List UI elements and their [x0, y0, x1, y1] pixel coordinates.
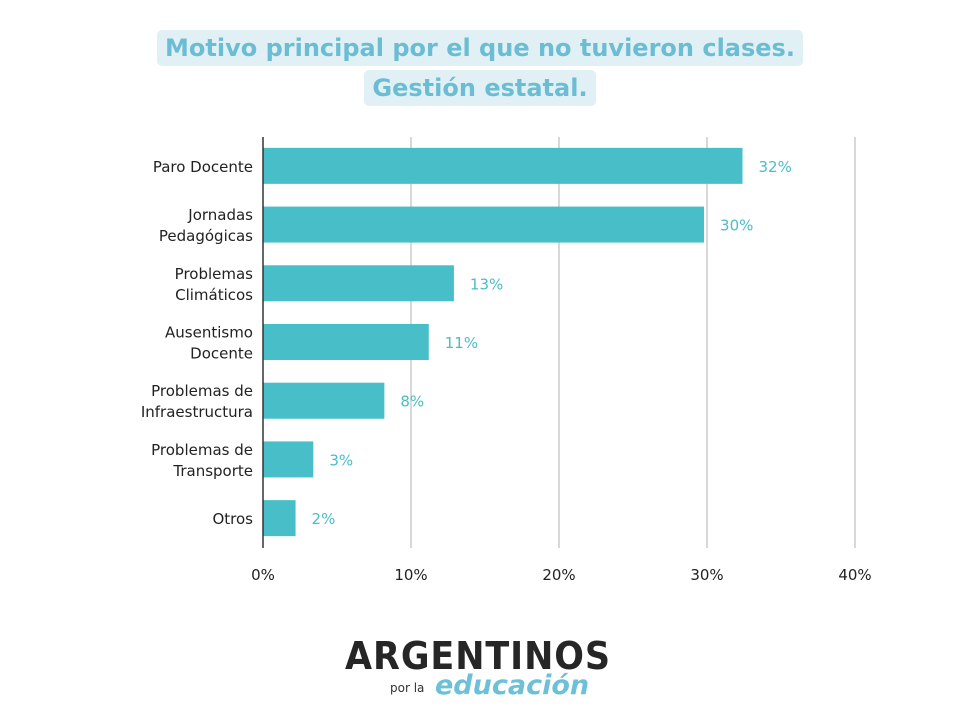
bar — [263, 206, 705, 243]
chart-title: Motivo principal por el que no tuvieron … — [157, 30, 803, 66]
bar — [263, 324, 429, 360]
data-label: 3% — [329, 451, 353, 469]
bar — [263, 147, 743, 184]
category-label: Problemas — [175, 265, 254, 283]
category-label: Problemas de — [151, 441, 253, 459]
category-label: Otros — [212, 510, 253, 528]
category-label: Ausentismo — [165, 324, 253, 342]
x-tick-label: 30% — [690, 566, 723, 584]
category-label: Infraestructura — [141, 403, 253, 421]
bar — [263, 441, 314, 478]
chart-subtitle: Gestión estatal. — [364, 70, 596, 106]
data-label: 32% — [759, 158, 792, 176]
bar — [263, 382, 385, 419]
argentinos-logo: ARGENTINOS por la educación — [340, 634, 630, 704]
logo-edu-text: educación — [435, 670, 590, 701]
bar-chart: 0% 10% 20% 30% 40% 32% Paro Docente 30% Jornadas… — [141, 137, 872, 584]
data-label: 13% — [470, 275, 503, 293]
logo-por-text: por la — [390, 681, 425, 695]
category-label: Problemas de — [151, 382, 253, 400]
data-label: 8% — [400, 393, 424, 411]
category-label: Climáticos — [175, 286, 253, 304]
x-tick-label: 10% — [394, 566, 427, 584]
category-label: Transporte — [172, 462, 253, 480]
data-label: 30% — [720, 217, 753, 235]
data-label: 11% — [445, 334, 478, 352]
category-label: Docente — [190, 345, 253, 363]
data-label: 2% — [312, 510, 336, 528]
category-label: Jornadas — [187, 206, 253, 224]
category-label: Paro Docente — [153, 158, 253, 176]
bar — [263, 500, 296, 537]
category-label: Pedagógicas — [159, 227, 253, 245]
x-tick-label: 0% — [251, 566, 275, 584]
bar — [263, 265, 454, 302]
x-tick-label: 20% — [542, 566, 575, 584]
x-tick-label: 40% — [838, 566, 871, 584]
logo-main-text: ARGENTINOS — [345, 634, 612, 678]
